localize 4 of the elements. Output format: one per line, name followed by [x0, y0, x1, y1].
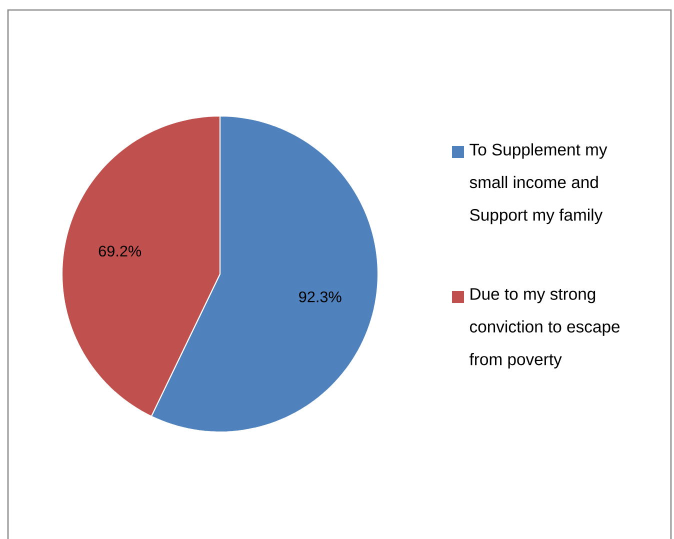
- data-label: 92.3%: [299, 291, 342, 302]
- legend-label: Due to my strong conviction to escape from poverty: [470, 288, 620, 369]
- data-label: 69.2%: [98, 246, 142, 257]
- category-label: To Supplement my small income and Support my family: [470, 143, 608, 224]
